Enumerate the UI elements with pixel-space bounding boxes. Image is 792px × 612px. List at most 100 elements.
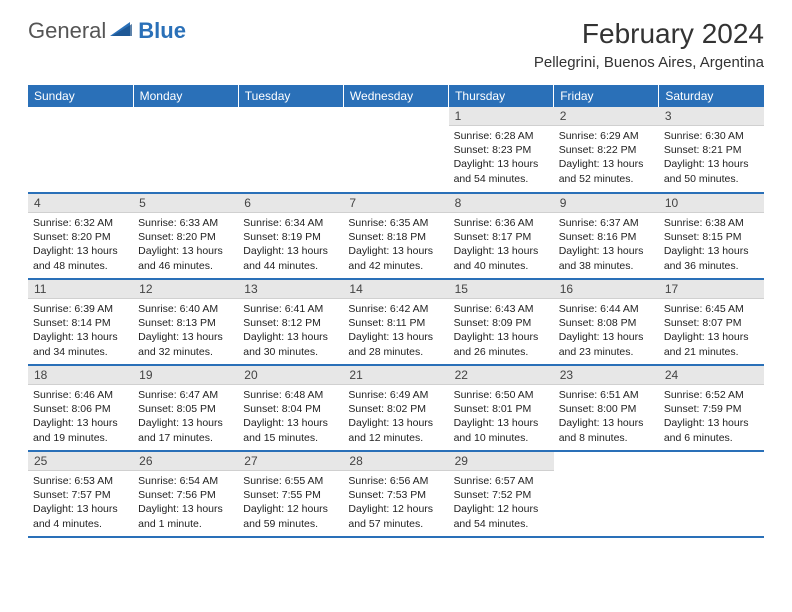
calendar-cell: 27Sunrise: 6:55 AMSunset: 7:55 PMDayligh… — [238, 451, 343, 537]
daylight-text: Daylight: 13 hours and 8 minutes. — [559, 416, 654, 444]
day-number: 29 — [449, 452, 554, 471]
calendar-cell: 14Sunrise: 6:42 AMSunset: 8:11 PMDayligh… — [343, 279, 448, 365]
daylight-text: Daylight: 12 hours and 57 minutes. — [348, 502, 443, 530]
calendar-cell: 19Sunrise: 6:47 AMSunset: 8:05 PMDayligh… — [133, 365, 238, 451]
day-body: Sunrise: 6:47 AMSunset: 8:05 PMDaylight:… — [133, 385, 238, 448]
daylight-text: Daylight: 13 hours and 38 minutes. — [559, 244, 654, 272]
calendar-cell: 24Sunrise: 6:52 AMSunset: 7:59 PMDayligh… — [659, 365, 764, 451]
day-number: 3 — [659, 107, 764, 126]
day-body: Sunrise: 6:37 AMSunset: 8:16 PMDaylight:… — [554, 213, 659, 276]
day-number: 17 — [659, 280, 764, 299]
day-number: 12 — [133, 280, 238, 299]
day-body: Sunrise: 6:42 AMSunset: 8:11 PMDaylight:… — [343, 299, 448, 362]
day-number: 18 — [28, 366, 133, 385]
location: Pellegrini, Buenos Aires, Argentina — [534, 54, 764, 71]
daylight-text: Daylight: 13 hours and 1 minute. — [138, 502, 233, 530]
calendar-cell: 8Sunrise: 6:36 AMSunset: 8:17 PMDaylight… — [449, 193, 554, 279]
sunrise-text: Sunrise: 6:54 AM — [138, 474, 233, 488]
day-number: 15 — [449, 280, 554, 299]
day-body: Sunrise: 6:51 AMSunset: 8:00 PMDaylight:… — [554, 385, 659, 448]
daylight-text: Daylight: 13 hours and 26 minutes. — [454, 330, 549, 358]
day-number: 4 — [28, 194, 133, 213]
sunset-text: Sunset: 8:22 PM — [559, 143, 654, 157]
calendar-cell: 16Sunrise: 6:44 AMSunset: 8:08 PMDayligh… — [554, 279, 659, 365]
sunrise-text: Sunrise: 6:46 AM — [33, 388, 128, 402]
weekday-header: Wednesday — [343, 85, 448, 107]
day-body: Sunrise: 6:34 AMSunset: 8:19 PMDaylight:… — [238, 213, 343, 276]
sunrise-text: Sunrise: 6:57 AM — [454, 474, 549, 488]
sunset-text: Sunset: 7:53 PM — [348, 488, 443, 502]
sunrise-text: Sunrise: 6:53 AM — [33, 474, 128, 488]
calendar-cell: 2Sunrise: 6:29 AMSunset: 8:22 PMDaylight… — [554, 107, 659, 193]
sunrise-text: Sunrise: 6:28 AM — [454, 129, 549, 143]
sunrise-text: Sunrise: 6:37 AM — [559, 216, 654, 230]
day-body: Sunrise: 6:28 AMSunset: 8:23 PMDaylight:… — [449, 126, 554, 189]
day-body: Sunrise: 6:29 AMSunset: 8:22 PMDaylight:… — [554, 126, 659, 189]
calendar-cell: 5Sunrise: 6:33 AMSunset: 8:20 PMDaylight… — [133, 193, 238, 279]
sunset-text: Sunset: 7:55 PM — [243, 488, 338, 502]
sunset-text: Sunset: 8:13 PM — [138, 316, 233, 330]
day-body: Sunrise: 6:48 AMSunset: 8:04 PMDaylight:… — [238, 385, 343, 448]
sunrise-text: Sunrise: 6:34 AM — [243, 216, 338, 230]
calendar-cell: 26Sunrise: 6:54 AMSunset: 7:56 PMDayligh… — [133, 451, 238, 537]
day-body: Sunrise: 6:57 AMSunset: 7:52 PMDaylight:… — [449, 471, 554, 534]
daylight-text: Daylight: 13 hours and 48 minutes. — [33, 244, 128, 272]
day-body: Sunrise: 6:56 AMSunset: 7:53 PMDaylight:… — [343, 471, 448, 534]
sunrise-text: Sunrise: 6:45 AM — [664, 302, 759, 316]
daylight-text: Daylight: 13 hours and 6 minutes. — [664, 416, 759, 444]
calendar-cell — [133, 107, 238, 193]
calendar-cell: 23Sunrise: 6:51 AMSunset: 8:00 PMDayligh… — [554, 365, 659, 451]
sunset-text: Sunset: 8:08 PM — [559, 316, 654, 330]
day-number: 16 — [554, 280, 659, 299]
sunset-text: Sunset: 8:16 PM — [559, 230, 654, 244]
weekday-header: Saturday — [659, 85, 764, 107]
sunset-text: Sunset: 8:18 PM — [348, 230, 443, 244]
daylight-text: Daylight: 13 hours and 30 minutes. — [243, 330, 338, 358]
sunset-text: Sunset: 8:01 PM — [454, 402, 549, 416]
sunset-text: Sunset: 8:09 PM — [454, 316, 549, 330]
sunset-text: Sunset: 7:59 PM — [664, 402, 759, 416]
sunset-text: Sunset: 8:11 PM — [348, 316, 443, 330]
logo-text-general: General — [28, 18, 106, 44]
sunrise-text: Sunrise: 6:42 AM — [348, 302, 443, 316]
sunrise-text: Sunrise: 6:50 AM — [454, 388, 549, 402]
month-title: February 2024 — [534, 18, 764, 50]
day-body: Sunrise: 6:33 AMSunset: 8:20 PMDaylight:… — [133, 213, 238, 276]
calendar-week-row: 18Sunrise: 6:46 AMSunset: 8:06 PMDayligh… — [28, 365, 764, 451]
day-body: Sunrise: 6:54 AMSunset: 7:56 PMDaylight:… — [133, 471, 238, 534]
title-block: February 2024 Pellegrini, Buenos Aires, … — [534, 18, 764, 71]
day-body: Sunrise: 6:43 AMSunset: 8:09 PMDaylight:… — [449, 299, 554, 362]
weekday-header: Thursday — [449, 85, 554, 107]
calendar-cell: 18Sunrise: 6:46 AMSunset: 8:06 PMDayligh… — [28, 365, 133, 451]
sunrise-text: Sunrise: 6:39 AM — [33, 302, 128, 316]
day-body: Sunrise: 6:46 AMSunset: 8:06 PMDaylight:… — [28, 385, 133, 448]
day-number: 25 — [28, 452, 133, 471]
calendar-cell — [28, 107, 133, 193]
logo: General Blue — [28, 18, 186, 44]
day-body: Sunrise: 6:35 AMSunset: 8:18 PMDaylight:… — [343, 213, 448, 276]
day-number: 19 — [133, 366, 238, 385]
day-number: 13 — [238, 280, 343, 299]
day-body: Sunrise: 6:50 AMSunset: 8:01 PMDaylight:… — [449, 385, 554, 448]
calendar-cell — [343, 107, 448, 193]
day-number: 9 — [554, 194, 659, 213]
day-number: 8 — [449, 194, 554, 213]
daylight-text: Daylight: 12 hours and 59 minutes. — [243, 502, 338, 530]
weekday-header: Friday — [554, 85, 659, 107]
day-body: Sunrise: 6:36 AMSunset: 8:17 PMDaylight:… — [449, 213, 554, 276]
sunset-text: Sunset: 8:20 PM — [138, 230, 233, 244]
calendar-cell: 7Sunrise: 6:35 AMSunset: 8:18 PMDaylight… — [343, 193, 448, 279]
weekday-header: Sunday — [28, 85, 133, 107]
calendar-cell — [554, 451, 659, 537]
sunrise-text: Sunrise: 6:38 AM — [664, 216, 759, 230]
sunset-text: Sunset: 8:15 PM — [664, 230, 759, 244]
daylight-text: Daylight: 13 hours and 40 minutes. — [454, 244, 549, 272]
day-number: 27 — [238, 452, 343, 471]
sunrise-text: Sunrise: 6:32 AM — [33, 216, 128, 230]
daylight-text: Daylight: 13 hours and 54 minutes. — [454, 157, 549, 185]
sunset-text: Sunset: 8:02 PM — [348, 402, 443, 416]
daylight-text: Daylight: 13 hours and 32 minutes. — [138, 330, 233, 358]
calendar-cell: 15Sunrise: 6:43 AMSunset: 8:09 PMDayligh… — [449, 279, 554, 365]
sunset-text: Sunset: 8:14 PM — [33, 316, 128, 330]
day-number: 5 — [133, 194, 238, 213]
